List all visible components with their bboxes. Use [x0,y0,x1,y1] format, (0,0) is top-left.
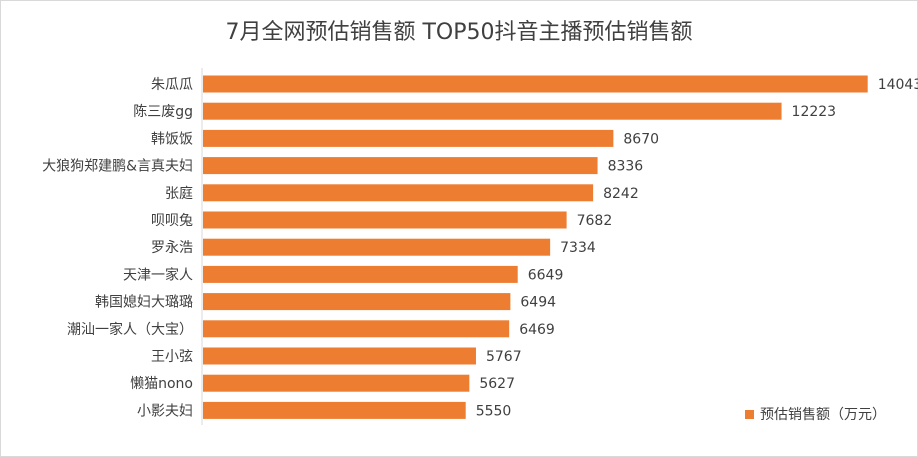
category-label: 大狼狗郑建鹏&言真夫妇 [42,158,193,175]
data-label: 8242 [603,186,639,202]
bar [203,184,594,202]
bar [203,211,567,229]
legend-swatch [745,409,754,419]
bar [203,157,598,175]
data-label: 5767 [486,349,522,365]
category-label: 王小弦 [151,349,193,365]
data-label: 14043 [878,77,918,93]
data-label: 5627 [479,376,515,392]
category-label: 张庭 [165,185,193,202]
data-label: 5550 [476,403,512,419]
chart-title: 7月全网预估销售额 TOP50抖音主播预估销售额 [225,20,693,45]
bar [203,75,868,93]
data-label: 7682 [577,213,613,229]
category-label: 天津一家人 [123,266,193,283]
bar [203,238,551,256]
category-label: 潮汕一家人（大宝） [67,321,193,338]
data-label: 6469 [519,322,555,338]
legend-label: 预估销售额（万元） [760,407,886,423]
category-label: 韩国媳妇大璐璐 [95,294,193,311]
category-label: 罗永浩 [151,240,193,256]
data-label: 6649 [528,267,564,283]
category-label: 懒猫nono [130,376,193,392]
category-label: 韩饭饭 [151,131,193,147]
bar-group: 朱瓜瓜 14043 陈三废gg 12223 韩饭饭 8670 大狼狗郑建鹏&言真夫妇 8336… [42,75,918,419]
bar [203,347,476,365]
legend: 预估销售额（万元） [745,404,886,424]
bar [203,374,470,392]
bar [203,265,518,283]
category-label: 陈三废gg [133,103,193,120]
bar [203,293,511,311]
data-label: 8670 [623,131,659,147]
bar [203,129,614,147]
data-label: 8336 [608,159,644,175]
bar [203,401,466,419]
category-label: 朱瓜瓜 [151,77,193,93]
category-label: 小影夫妇 [137,402,193,419]
bar [203,102,782,120]
category-label: 呗呗兔 [151,213,193,229]
data-label: 7334 [560,240,596,256]
data-label: 6494 [520,295,556,311]
data-label: 12223 [792,104,837,120]
bar [203,320,510,338]
